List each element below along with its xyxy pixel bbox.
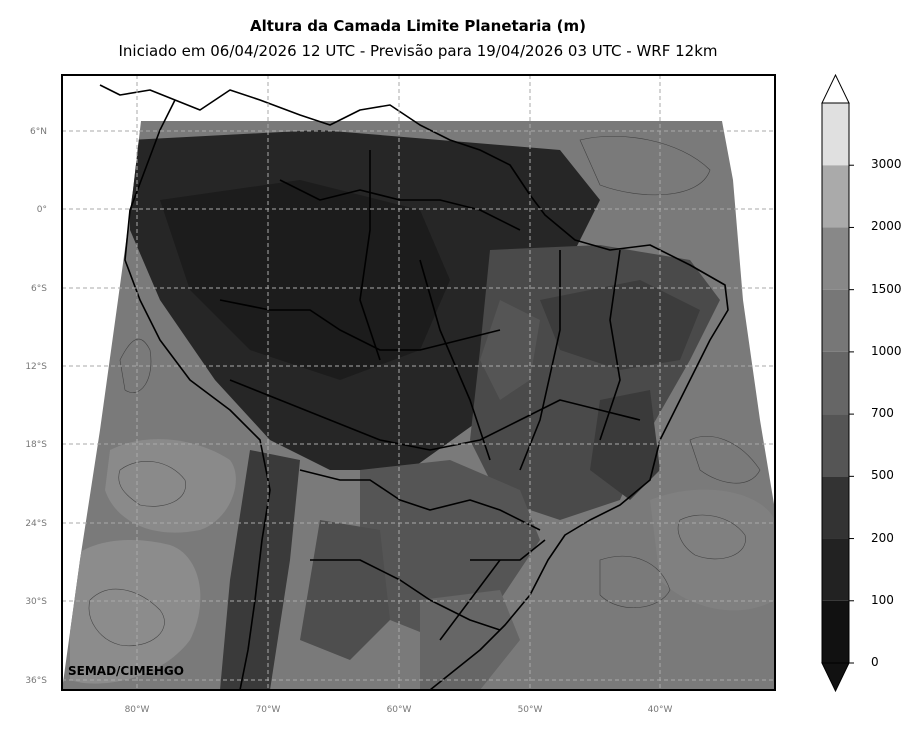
colorbar-segment [822,600,849,663]
lat-labels: 6°N 0° 6°S 12°S 18°S 24°S 30°S 36°S [25,127,47,686]
pbl-field [62,121,775,690]
colorbar-tick-label: 100 [871,592,894,607]
colorbar-extend-max [821,73,850,104]
colorbar-tick-label: 1000 [871,343,902,358]
colorbar-tick-label: 3000 [871,157,902,172]
colorbar-segment [822,103,849,166]
map-area: SEMAD/CIMEHGO [62,75,775,690]
colorbar-tick-label: 1500 [871,281,902,296]
colorbar-tick-label: 2000 [871,219,902,234]
colorbar-segment [822,414,849,477]
lat-label: 36°S [25,676,47,686]
colorbar-segment [822,351,849,415]
colorbar-tick-label: 200 [871,530,894,545]
lat-label: 0° [37,205,47,215]
credit-label: SEMAD/CIMEHGO [68,664,184,678]
lon-label: 80°W [125,705,150,715]
colorbar-tick-label: 500 [871,468,894,483]
colorbar-tick-label: 0 [871,655,879,669]
colorbar-segment [822,227,849,290]
coastlines [99,84,729,690]
lat-label: 18°S [25,440,47,450]
colorbar-extend-min [821,662,850,693]
colorbar-frame [821,102,850,664]
chart-title: Altura da Camada Limite Planetaria (m) [249,17,587,35]
chart-subtitle: Iniciado em 06/04/2026 12 UTC - Previsão… [118,42,718,60]
lat-label: 24°S [25,519,47,529]
lat-label: 6°N [30,127,47,137]
lon-label: 70°W [256,705,281,715]
gridlines [62,75,775,690]
lon-label: 40°W [648,705,673,715]
colorbar-segment [822,165,849,228]
lon-label: 60°W [387,705,412,715]
contour-lines [88,135,761,647]
lat-label: 12°S [25,362,47,372]
colorbar-segment [822,538,849,601]
colorbar-segment [822,289,849,352]
lat-label: 6°S [31,284,47,294]
map-frame [61,74,776,691]
lat-label: 30°S [25,597,47,607]
colorbar [821,73,854,693]
lon-labels: 80°W 70°W 60°W 50°W 40°W [125,705,673,715]
colorbar-tick-label: 700 [871,406,894,421]
outside-domain [62,75,775,121]
lon-label: 50°W [518,705,543,715]
colorbar-segment [822,476,849,539]
